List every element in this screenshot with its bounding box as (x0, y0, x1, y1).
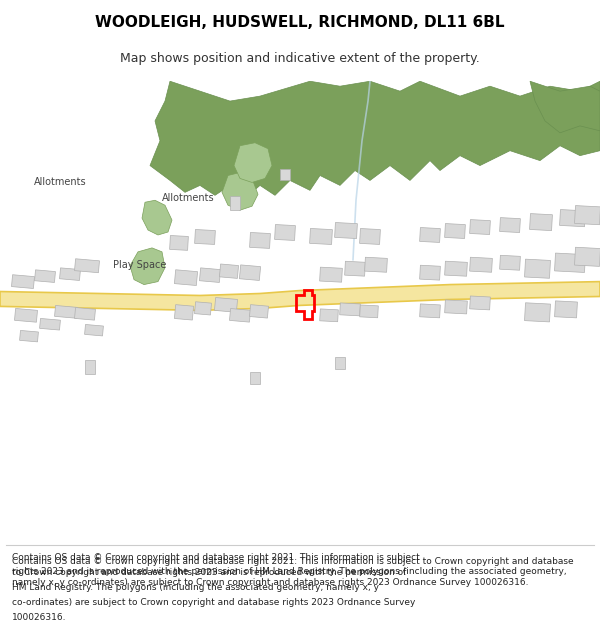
Bar (340, 303, 361, 316)
Text: Allotments: Allotments (161, 193, 214, 203)
Polygon shape (222, 173, 258, 210)
Bar (560, 209, 586, 227)
Bar (14, 309, 37, 322)
Text: Contains OS data © Crown copyright and database right 2021. This information is : Contains OS data © Crown copyright and d… (12, 557, 574, 586)
Text: to Crown copyright and database rights 2023 and is reproduced with the permissio: to Crown copyright and database rights 2… (12, 568, 406, 577)
Bar (524, 259, 550, 278)
Bar (500, 217, 520, 232)
Bar (530, 214, 553, 231)
Text: HM Land Registry. The polygons (including the associated geometry, namely x, y: HM Land Registry. The polygons (includin… (12, 583, 379, 592)
Bar (55, 306, 77, 318)
Bar (320, 267, 343, 282)
Bar (230, 309, 250, 322)
Bar (575, 248, 600, 266)
Bar (230, 196, 240, 210)
Bar (575, 206, 600, 225)
Bar (310, 229, 332, 244)
Polygon shape (130, 248, 165, 284)
Polygon shape (150, 81, 600, 198)
Bar (239, 265, 260, 281)
Text: 100026316.: 100026316. (12, 612, 67, 622)
Bar (40, 319, 61, 330)
Bar (419, 304, 440, 318)
Bar (214, 298, 238, 312)
Bar (199, 268, 221, 282)
Polygon shape (234, 142, 272, 182)
Bar (194, 229, 215, 244)
Bar (74, 308, 95, 320)
Bar (11, 275, 34, 289)
Bar (85, 360, 95, 374)
Bar (85, 324, 103, 336)
Bar (170, 236, 188, 251)
Bar (335, 222, 358, 239)
Bar (524, 302, 550, 322)
Bar (470, 258, 493, 272)
Bar (280, 169, 290, 181)
Text: Contains OS data © Crown copyright and database right 2021. This information is : Contains OS data © Crown copyright and d… (12, 553, 420, 562)
Bar (220, 264, 239, 278)
Bar (35, 270, 55, 282)
Text: WOODLEIGH, HUDSWELL, RICHMOND, DL11 6BL: WOODLEIGH, HUDSWELL, RICHMOND, DL11 6BL (95, 15, 505, 30)
Bar (320, 309, 338, 322)
Bar (250, 232, 271, 248)
Bar (194, 302, 211, 315)
Bar (470, 296, 490, 310)
Bar (20, 331, 38, 342)
Bar (250, 372, 260, 384)
Bar (250, 304, 268, 318)
Bar (554, 301, 577, 318)
Text: Map shows position and indicative extent of the property.: Map shows position and indicative extent… (120, 52, 480, 65)
Bar (419, 228, 440, 242)
Bar (500, 255, 520, 270)
Text: Play Space: Play Space (113, 260, 167, 270)
Bar (275, 224, 295, 241)
Bar (554, 253, 586, 272)
Bar (335, 357, 345, 369)
Bar (445, 224, 466, 239)
Bar (445, 300, 467, 314)
Bar (419, 265, 440, 280)
Bar (359, 305, 379, 318)
Bar (175, 270, 197, 286)
Bar (59, 268, 80, 281)
Bar (74, 259, 100, 272)
Polygon shape (0, 282, 600, 311)
Bar (359, 229, 380, 244)
Bar (470, 219, 490, 234)
Polygon shape (530, 81, 600, 133)
Text: Allotments: Allotments (34, 177, 86, 187)
Bar (445, 261, 467, 276)
Bar (344, 261, 365, 276)
Bar (175, 304, 194, 320)
Polygon shape (142, 200, 172, 235)
Text: co-ordinates) are subject to Crown copyright and database rights 2023 Ordnance S: co-ordinates) are subject to Crown copyr… (12, 598, 415, 607)
Bar (365, 258, 388, 272)
